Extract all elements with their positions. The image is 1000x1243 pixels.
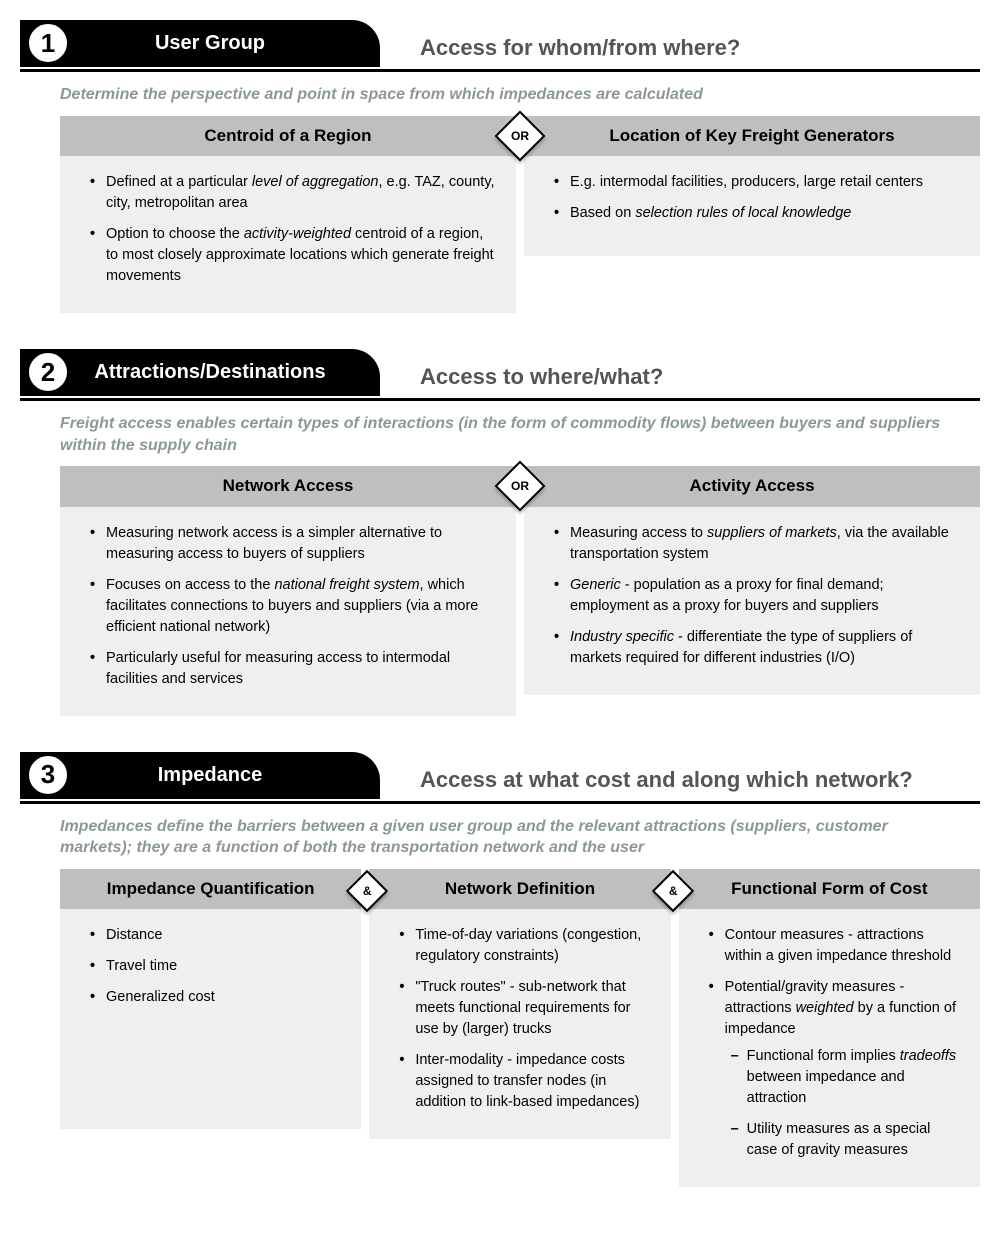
bullet-item: Industry specific - differentiate the ty… xyxy=(554,627,960,669)
section-number-badge: 2 xyxy=(26,350,70,394)
column: Network Access Measuring network access i… xyxy=(60,466,516,716)
column: Network Definition Time-of-day variations… xyxy=(369,869,670,1188)
bullet-item: Contour measures - attractions within a … xyxy=(709,925,960,967)
section-title-tab: Impedance xyxy=(20,752,380,799)
section-title-tab: User Group xyxy=(20,20,380,67)
bullet-item: Focuses on access to the national freigh… xyxy=(90,575,496,638)
column: Activity Access Measuring access to suppl… xyxy=(524,466,980,716)
section-number-badge: 1 xyxy=(26,21,70,65)
section-subtitle: Freight access enables certain types of … xyxy=(60,413,960,456)
column-header: Network Definition xyxy=(369,869,670,909)
section-3: 3ImpedanceAccess at what cost and along … xyxy=(20,752,980,1188)
section-2: 2Attractions/DestinationsAccess to where… xyxy=(20,349,980,716)
bullet-item: Generic - population as a proxy for fina… xyxy=(554,575,960,617)
column-body: Contour measures - attractions within a … xyxy=(679,909,980,1187)
columns-container: Centroid of a Region Defined at a particu… xyxy=(60,116,980,313)
bullet-item: "Truck routes" - sub-network that meets … xyxy=(399,977,650,1040)
column: Location of Key Freight Generators E.g. i… xyxy=(524,116,980,313)
column-body: Measuring network access is a simpler al… xyxy=(60,507,516,716)
column-header: Centroid of a Region xyxy=(60,116,516,156)
bullet-list: Measuring access to suppliers of markets… xyxy=(554,523,960,669)
bullet-item: E.g. intermodal facilities, producers, l… xyxy=(554,172,960,193)
connector-label: OR xyxy=(511,129,529,143)
bullet-list: Measuring network access is a simpler al… xyxy=(90,523,496,690)
section-title-tab: Attractions/Destinations xyxy=(20,349,380,396)
section-question: Access for whom/from where? xyxy=(380,35,980,67)
bullet-item: Generalized cost xyxy=(90,987,341,1008)
bullet-item: Particularly useful for measuring access… xyxy=(90,648,496,690)
column: Centroid of a Region Defined at a particu… xyxy=(60,116,516,313)
column-header: Activity Access xyxy=(524,466,980,506)
connector-label: OR xyxy=(511,479,529,493)
section-1: 1User GroupAccess for whom/from where? De… xyxy=(20,20,980,313)
column: Impedance Quantification Distance Travel t… xyxy=(60,869,361,1188)
column-header: Network Access xyxy=(60,466,516,506)
connector-label: & xyxy=(669,884,678,898)
section-header: 3ImpedanceAccess at what cost and along … xyxy=(20,752,980,804)
section-header: 2Attractions/DestinationsAccess to where… xyxy=(20,349,980,401)
bullet-list: Distance Travel time Generalized cost xyxy=(90,925,341,1008)
bullet-item: Defined at a particular level of aggrega… xyxy=(90,172,496,214)
bullet-item: Option to choose the activity-weighted c… xyxy=(90,224,496,287)
section-header: 1User GroupAccess for whom/from where? xyxy=(20,20,980,72)
connector-label: & xyxy=(362,884,371,898)
section-subtitle: Determine the perspective and point in s… xyxy=(60,84,960,106)
section-subtitle: Impedances define the barriers between a… xyxy=(60,816,960,859)
bullet-item: Time-of-day variations (congestion, regu… xyxy=(399,925,650,967)
bullet-item: Travel time xyxy=(90,956,341,977)
column-body: Defined at a particular level of aggrega… xyxy=(60,156,516,313)
bullet-list: Defined at a particular level of aggrega… xyxy=(90,172,496,287)
question-row: ImpedanceAccess at what cost and along w… xyxy=(20,752,980,804)
bullet-item: Inter-modality - impedance costs assigne… xyxy=(399,1050,650,1113)
bullet-item: Measuring access to suppliers of markets… xyxy=(554,523,960,565)
infographic-root: 1User GroupAccess for whom/from where? De… xyxy=(20,20,980,1187)
column: Functional Form of Cost Contour measures … xyxy=(679,869,980,1188)
column-header: Location of Key Freight Generators xyxy=(524,116,980,156)
columns-container: Network Access Measuring network access i… xyxy=(60,466,980,716)
columns-container: Impedance Quantification Distance Travel t… xyxy=(60,869,980,1188)
question-row: User GroupAccess for whom/from where? xyxy=(20,20,980,72)
bullet-item: Measuring network access is a simpler al… xyxy=(90,523,496,565)
question-row: Attractions/DestinationsAccess to where/… xyxy=(20,349,980,401)
bullet-list: Time-of-day variations (congestion, regu… xyxy=(399,925,650,1113)
column-body: Time-of-day variations (congestion, regu… xyxy=(369,909,670,1139)
bullet-list: Contour measures - attractions within a … xyxy=(709,925,960,1161)
section-number-badge: 3 xyxy=(26,753,70,797)
column-body: Measuring access to suppliers of markets… xyxy=(524,507,980,695)
bullet-item: Potential/gravity measures - attractions… xyxy=(709,977,960,1161)
column-header: Functional Form of Cost xyxy=(679,869,980,909)
column-body: Distance Travel time Generalized cost xyxy=(60,909,361,1129)
column-header: Impedance Quantification xyxy=(60,869,361,909)
bullet-item: Distance xyxy=(90,925,341,946)
column-body: E.g. intermodal facilities, producers, l… xyxy=(524,156,980,256)
section-question: Access to where/what? xyxy=(380,364,980,396)
bullet-list: E.g. intermodal facilities, producers, l… xyxy=(554,172,960,224)
section-question: Access at what cost and along which netw… xyxy=(380,767,980,799)
bullet-item: Based on selection rules of local knowle… xyxy=(554,203,960,224)
